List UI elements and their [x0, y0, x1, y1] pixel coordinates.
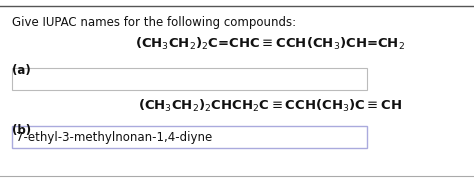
Bar [12, 68, 367, 90]
Text: (a): (a) [12, 64, 31, 77]
Text: Give IUPAC names for the following compounds:: Give IUPAC names for the following compo… [12, 16, 296, 29]
Bar [12, 126, 367, 148]
Text: 7-ethyl-3-methylnonan-1,4-diyne: 7-ethyl-3-methylnonan-1,4-diyne [16, 130, 212, 144]
Text: (CH$_3$CH$_2$)$_2$C=CHC$\equiv$CCH(CH$_3$)CH=CH$_2$: (CH$_3$CH$_2$)$_2$C=CHC$\equiv$CCH(CH$_3… [135, 36, 405, 52]
Text: (CH$_3$CH$_2$)$_2$CHCH$_2$C$\equiv$CCH(CH$_3$)C$\equiv$CH: (CH$_3$CH$_2$)$_2$CHCH$_2$C$\equiv$CCH(C… [138, 98, 402, 114]
Text: (b): (b) [12, 124, 31, 137]
